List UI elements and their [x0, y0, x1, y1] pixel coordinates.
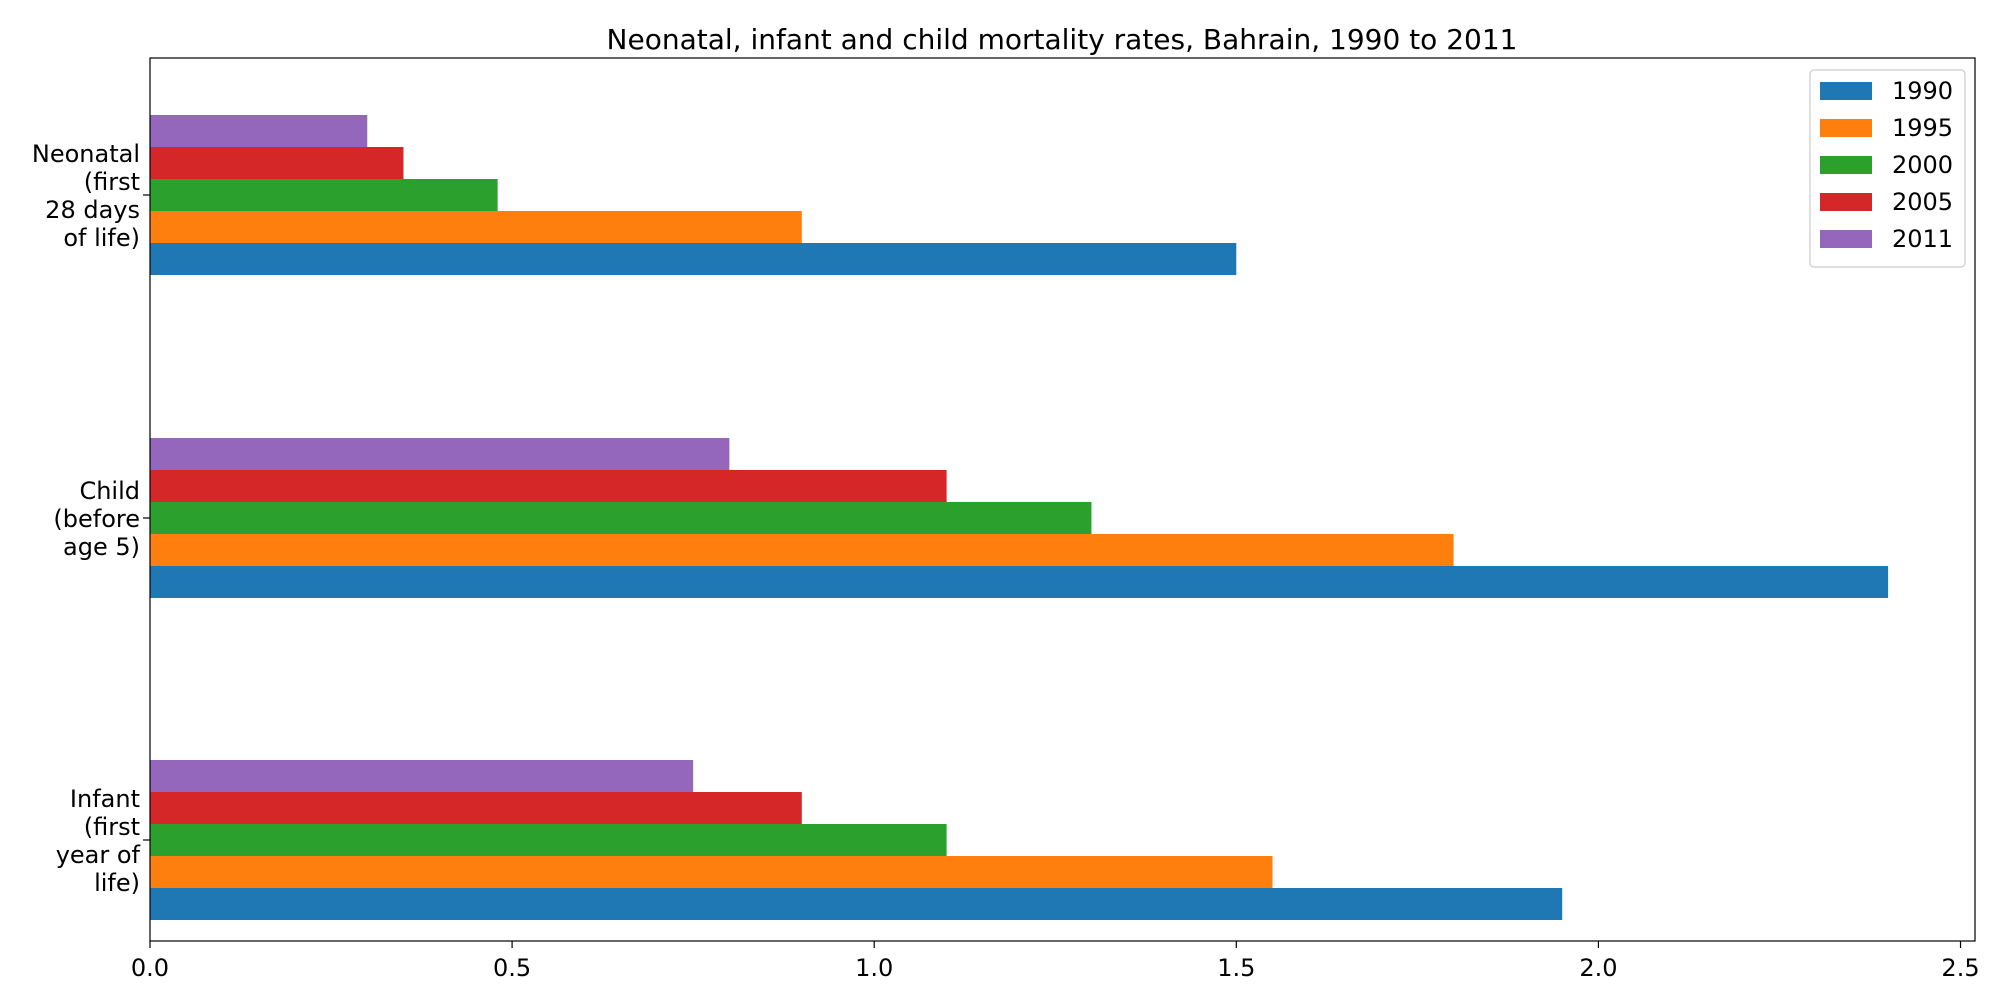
bar-2011-child — [150, 438, 730, 470]
x-axis: 0.0 0.5 1.0 1.5 2.0 2.5 — [131, 941, 1980, 982]
legend-label-2011: 2011 — [1892, 225, 1953, 253]
legend-swatch-1990 — [1820, 82, 1872, 100]
bar-2011-infant — [150, 760, 694, 792]
x-tick-label: 0.5 — [493, 954, 531, 982]
legend-label-1995: 1995 — [1892, 114, 1953, 142]
y-category-label-line: (first — [84, 168, 140, 196]
bar-1995-neonatal — [150, 211, 802, 243]
legend-swatch-2011 — [1820, 230, 1872, 248]
y-category-label-line: year of — [56, 841, 141, 869]
bar-1990-child — [150, 566, 1889, 598]
bar-2005-child — [150, 470, 947, 502]
bar-1995-infant — [150, 856, 1273, 888]
legend-swatch-2000 — [1820, 156, 1872, 174]
bar-2000-infant — [150, 824, 947, 856]
x-tick-label: 0.0 — [131, 954, 169, 982]
legend-swatch-1995 — [1820, 119, 1872, 137]
chart-title: Neonatal, infant and child mortality rat… — [607, 23, 1518, 56]
y-category-label-line: 28 days — [45, 196, 140, 224]
x-tick-label: 2.5 — [1941, 954, 1979, 982]
y-category-label-line: of life) — [63, 224, 140, 252]
legend-label-2000: 2000 — [1892, 151, 1953, 179]
bar-2011-neonatal — [150, 115, 368, 147]
bar-2005-infant — [150, 792, 802, 824]
y-category-label-line: (first — [84, 813, 140, 841]
y-category-label-line: (before — [53, 505, 140, 533]
legend-label-2005: 2005 — [1892, 188, 1953, 216]
bar-2000-neonatal — [150, 179, 498, 211]
bar-1990-neonatal — [150, 243, 1237, 275]
x-tick-label: 1.5 — [1217, 954, 1255, 982]
legend-label-1990: 1990 — [1892, 77, 1953, 105]
plot-frame — [149, 57, 1976, 942]
legend-swatch-2005 — [1820, 193, 1872, 211]
bar-1995-child — [150, 534, 1454, 566]
y-category-label-line: age 5) — [63, 533, 140, 561]
y-category-label-line: life) — [94, 869, 140, 897]
bar-2000-child — [150, 502, 1092, 534]
x-tick-label: 2.0 — [1579, 954, 1617, 982]
bars-layer — [150, 115, 1889, 920]
x-tick-label: 1.0 — [855, 954, 893, 982]
bar-2005-neonatal — [150, 147, 404, 179]
bar-1990-infant — [150, 888, 1563, 920]
legend: 1990 1995 2000 2005 2011 — [1809, 69, 1966, 268]
y-category-label-line: Neonatal — [32, 140, 140, 168]
y-category-label-line: Infant — [70, 785, 140, 813]
y-category-label-line: Child — [79, 477, 140, 505]
